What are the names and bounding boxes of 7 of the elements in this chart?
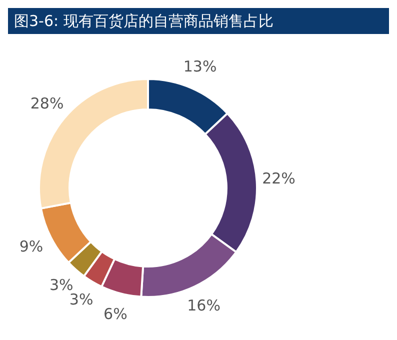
chart-title: 图3-6: 现有百货店的自营商品销售占比 [8,8,389,34]
data-label: 6% [104,304,128,323]
data-label: 13% [183,58,217,76]
data-label: 22% [262,170,296,188]
data-label: 28% [30,94,64,112]
data-label: 16% [187,296,220,314]
data-label: 9% [19,237,44,256]
